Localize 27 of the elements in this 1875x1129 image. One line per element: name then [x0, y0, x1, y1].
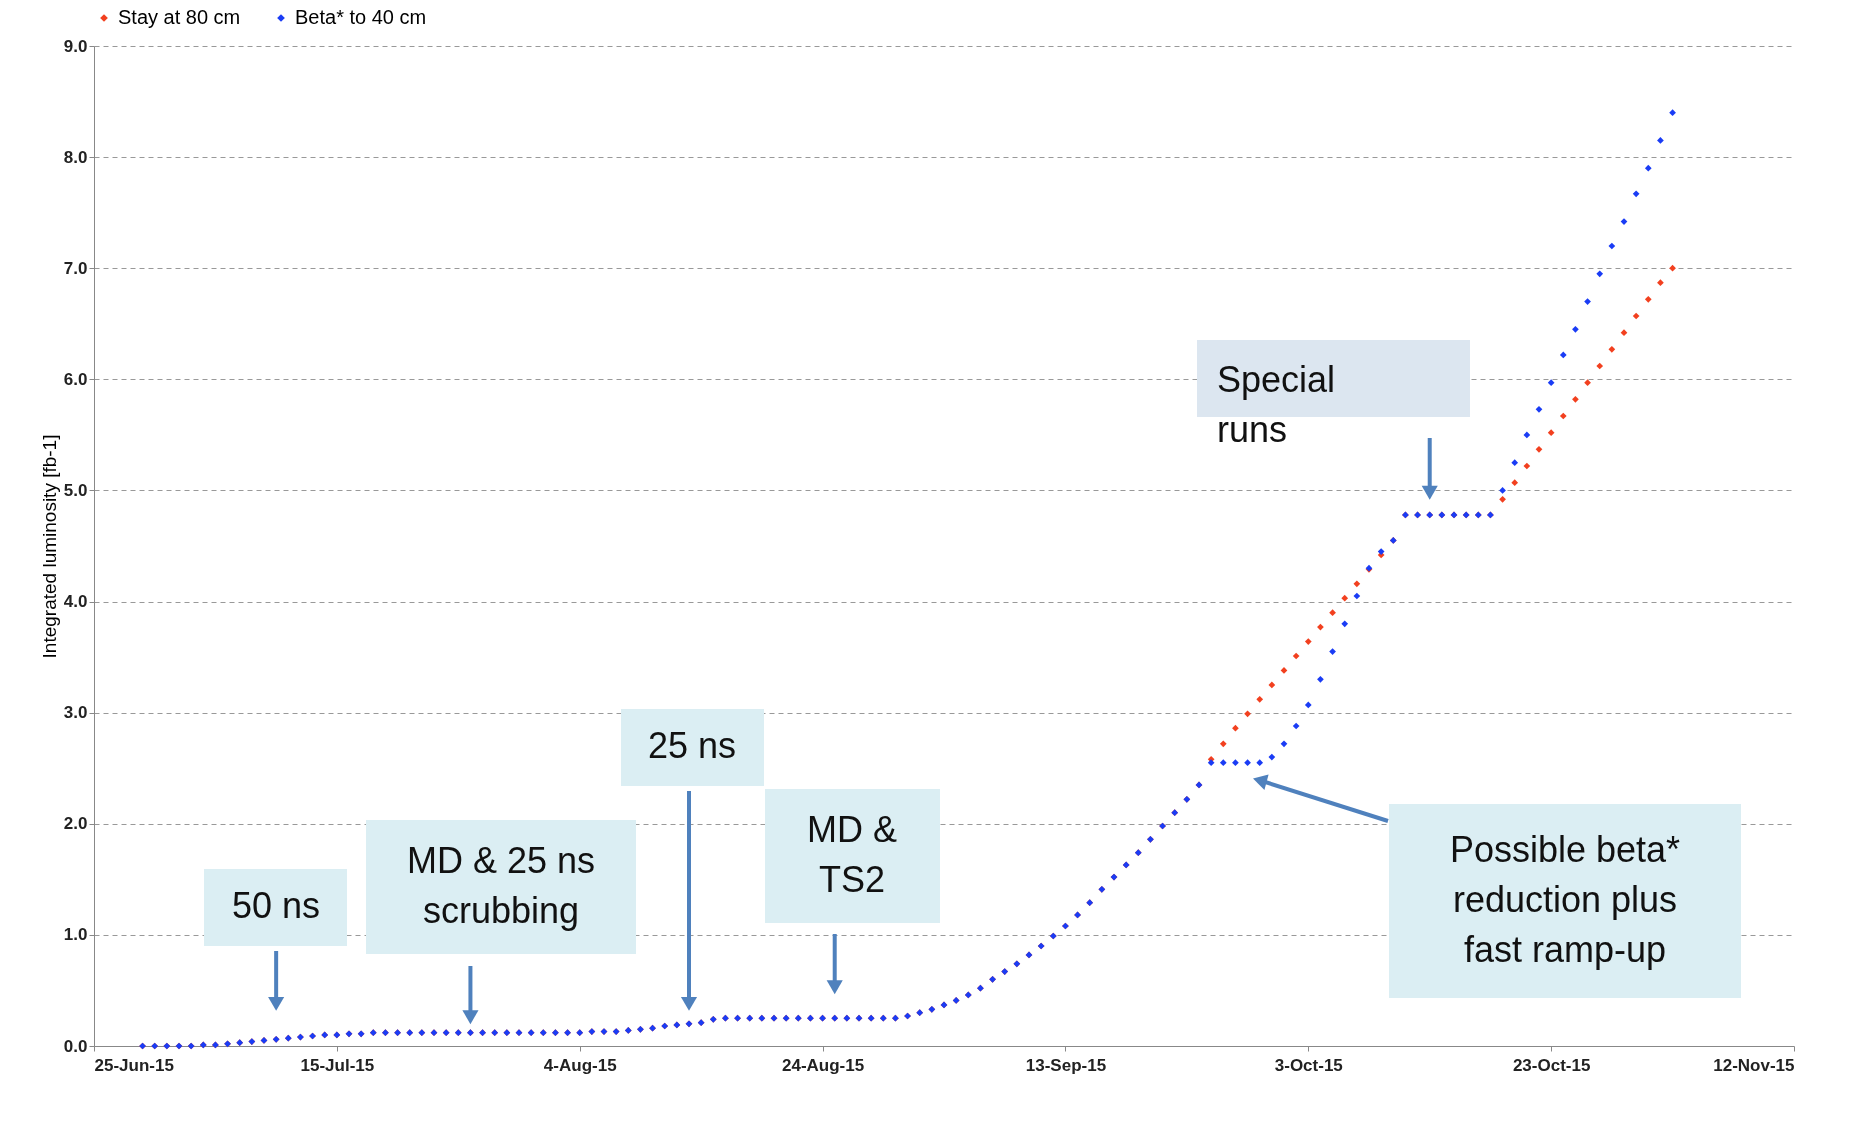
annotation: MD & 25 ns scrubbing — [406, 840, 596, 931]
y-tick-label: 0.0 — [63, 1036, 88, 1056]
y-tick-label: 4.0 — [63, 592, 88, 612]
annotation: MD & TS2 — [807, 809, 897, 900]
y-axis-title: Integrated luminosity [fb-1] — [38, 434, 60, 659]
y-tick-label: 6.0 — [63, 369, 88, 389]
y-tick-label: 5.0 — [63, 480, 88, 500]
y-tick-label: 9.0 — [63, 36, 88, 56]
annotation: Possible beta* reduction plus fast ramp-up — [1449, 829, 1681, 970]
x-tick-label: 24-Aug-15 — [781, 1055, 865, 1075]
x-tick-label: 3-Oct-15 — [1274, 1055, 1343, 1075]
y-tick-label: 7.0 — [63, 258, 88, 278]
legend-label: Stay at 80 cm — [118, 6, 241, 28]
y-tick-label: 8.0 — [63, 147, 88, 167]
y-tick-label: 1.0 — [63, 925, 88, 945]
x-tick-label: 12-Nov-15 — [1713, 1055, 1795, 1075]
x-tick-label: 23-Oct-15 — [1512, 1055, 1591, 1075]
x-tick-label: 25-Jun-15 — [94, 1055, 174, 1075]
annotation: 25 ns — [647, 725, 737, 766]
x-tick-label: 15-Jul-15 — [300, 1055, 375, 1075]
y-tick-label: 2.0 — [63, 814, 88, 834]
x-tick-label: 13-Sep-15 — [1025, 1055, 1107, 1075]
y-tick-label: 3.0 — [63, 703, 88, 723]
x-tick-label: 4-Aug-15 — [543, 1055, 617, 1075]
legend-label: Beta* to 40 cm — [295, 6, 427, 28]
annotation: 50 ns — [231, 885, 321, 926]
annotation: Special runs — [1217, 359, 1336, 450]
